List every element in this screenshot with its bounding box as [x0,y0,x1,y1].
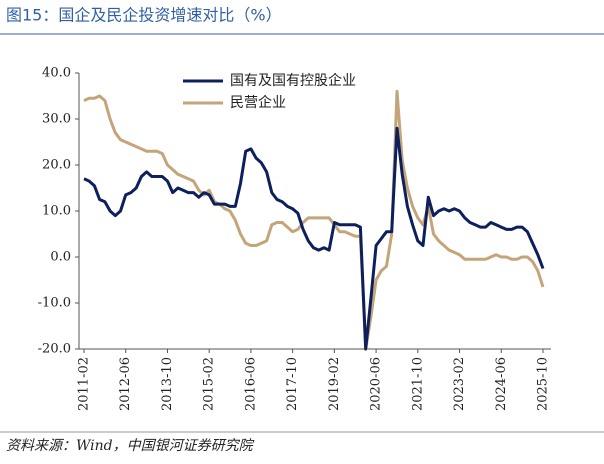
x-tick-label: 2023-02 [452,357,467,411]
x-tick-label: 2011-02 [77,357,92,411]
x-tick-label: 2021-10 [410,357,425,411]
x-tick-label: 2019-02 [327,357,342,411]
x-tick-label: 2024-06 [494,357,509,411]
y-tick-label: 30.0 [42,112,71,127]
chart-title: 图15：国企及民企投资增速对比（%） [6,6,282,25]
x-tick-label: 2012-06 [118,357,133,411]
series-line [83,89,545,351]
y-tick-label: -10.0 [38,296,71,311]
x-tick-label: 2020-06 [369,357,384,411]
legend-label: 国有及国有控股企业 [230,72,356,89]
x-tick-label: 2016-06 [243,357,258,411]
source: 资料来源：Wind，中国银河证券研究院 [6,438,255,454]
series-line [83,126,545,351]
y-tick-label: 10.0 [42,204,71,219]
x-tick-label: 2015-02 [202,357,217,411]
x-tick-label: 2025-10 [536,357,551,411]
y-tick-label: -20.0 [38,342,71,357]
y-tick-label: 0.0 [50,250,71,265]
y-tick-label: 20.0 [42,158,71,173]
y-tick-label: 40.0 [42,66,71,81]
x-tick-label: 2013-10 [160,357,175,411]
legend-label: 民营企业 [230,94,286,111]
x-tick-label: 2017-10 [285,357,300,411]
